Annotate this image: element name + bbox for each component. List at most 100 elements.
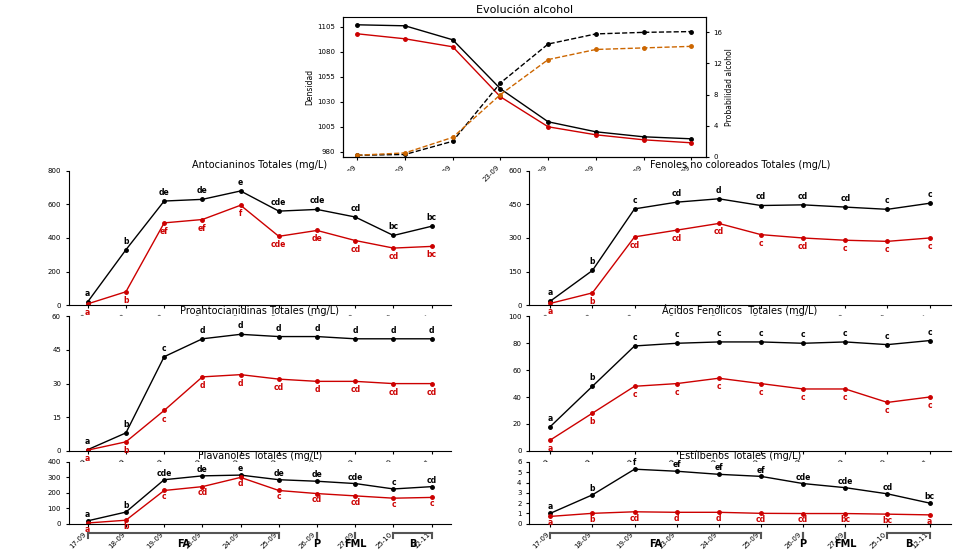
Text: cd: cd [350,204,361,213]
Text: cde: cde [796,473,810,482]
Text: c: c [632,390,637,399]
Text: cde: cde [310,197,324,206]
Text: FML: FML [834,539,857,549]
Text: cd: cd [713,227,724,236]
Text: c: c [716,382,721,391]
Text: c: c [391,478,396,487]
Text: cd: cd [629,514,640,522]
Title: Fenoles no coloreados Totales (mg/L): Fenoles no coloreados Totales (mg/L) [650,160,830,170]
Text: c: c [632,196,637,205]
Text: cd: cd [426,388,437,396]
Text: FML: FML [344,539,367,549]
Text: d: d [315,385,319,394]
Text: d: d [315,324,319,333]
Text: bc: bc [426,250,437,259]
Text: cd: cd [273,383,284,392]
Text: e: e [238,178,243,187]
Text: b: b [123,446,128,455]
Text: de: de [312,235,322,244]
Text: d: d [429,326,434,335]
Text: P: P [314,539,320,549]
Text: c: c [801,393,806,402]
Title: Flavanoles Totales (mg/L): Flavanoles Totales (mg/L) [198,451,321,461]
Text: c: c [927,401,932,410]
Text: cde: cde [348,473,363,482]
Text: de: de [159,188,170,197]
Text: P: P [800,539,807,549]
Text: cd: cd [350,498,361,507]
Text: c: c [276,492,281,501]
Text: f: f [239,209,242,218]
Text: c: c [716,329,721,338]
Y-axis label: Densidad: Densidad [306,69,315,105]
Text: cd: cd [197,488,208,497]
Text: d: d [716,186,721,195]
Text: FA: FA [176,539,190,549]
Text: c: c [759,239,763,248]
Text: ef: ef [714,464,723,473]
Text: cd: cd [882,483,893,492]
Text: a: a [548,502,553,511]
Text: c: c [885,407,890,416]
Text: a: a [85,510,90,519]
Text: c: c [927,328,932,337]
Text: a: a [548,288,553,297]
Text: de: de [197,186,208,195]
Text: bc: bc [924,492,935,501]
Text: cde: cde [157,469,172,478]
Text: d: d [200,381,205,390]
Text: e: e [238,464,243,473]
Text: de: de [197,465,208,474]
Text: cd: cd [798,192,808,201]
Text: c: c [927,242,932,251]
Text: cd: cd [798,242,808,251]
Text: b: b [590,258,595,267]
Text: f: f [633,458,636,468]
Text: d: d [238,379,243,388]
Text: c: c [927,190,932,199]
Text: a: a [548,518,553,528]
Text: ef: ef [198,223,207,232]
Text: a: a [85,289,90,298]
Text: c: c [801,330,806,339]
Text: a: a [85,525,90,534]
Text: a: a [548,307,553,316]
Text: d: d [238,321,243,330]
Text: bc: bc [840,515,851,524]
Title: Evolución alcohol: Evolución alcohol [475,4,573,15]
Text: c: c [885,197,890,206]
Text: ef: ef [672,460,681,469]
Text: c: c [632,333,637,342]
Text: d: d [353,326,358,335]
Text: d: d [674,514,679,523]
Text: de: de [312,470,322,479]
Text: b: b [590,417,595,426]
Text: c: c [843,329,848,338]
Text: a: a [927,517,932,526]
Text: bc: bc [388,222,399,231]
Text: b: b [123,420,128,429]
Text: a: a [548,444,553,453]
Text: de: de [273,469,284,478]
Text: cde: cde [271,240,286,249]
Text: cd: cd [388,388,399,396]
Text: a: a [85,308,90,317]
Text: c: c [759,329,763,338]
Text: c: c [674,330,679,339]
Text: c: c [162,492,167,501]
Text: B: B [905,539,912,549]
Title: Estílbenos Totales (mg/L): Estílbenos Totales (mg/L) [679,451,801,461]
Text: bc: bc [882,516,893,525]
Text: B: B [409,539,416,549]
Text: cd: cd [350,245,361,254]
Text: c: c [429,500,434,508]
Title: Proantocianidinas Totales (mg/L): Proantocianidinas Totales (mg/L) [180,306,339,316]
Text: cd: cd [798,515,808,524]
Text: c: c [759,388,763,396]
Text: cd: cd [350,385,361,394]
Text: d: d [716,514,721,523]
Text: cde: cde [838,477,853,486]
Y-axis label: Probabilidad alcohol: Probabilidad alcohol [725,48,734,126]
Text: ef: ef [160,227,169,236]
Text: c: c [885,332,890,340]
